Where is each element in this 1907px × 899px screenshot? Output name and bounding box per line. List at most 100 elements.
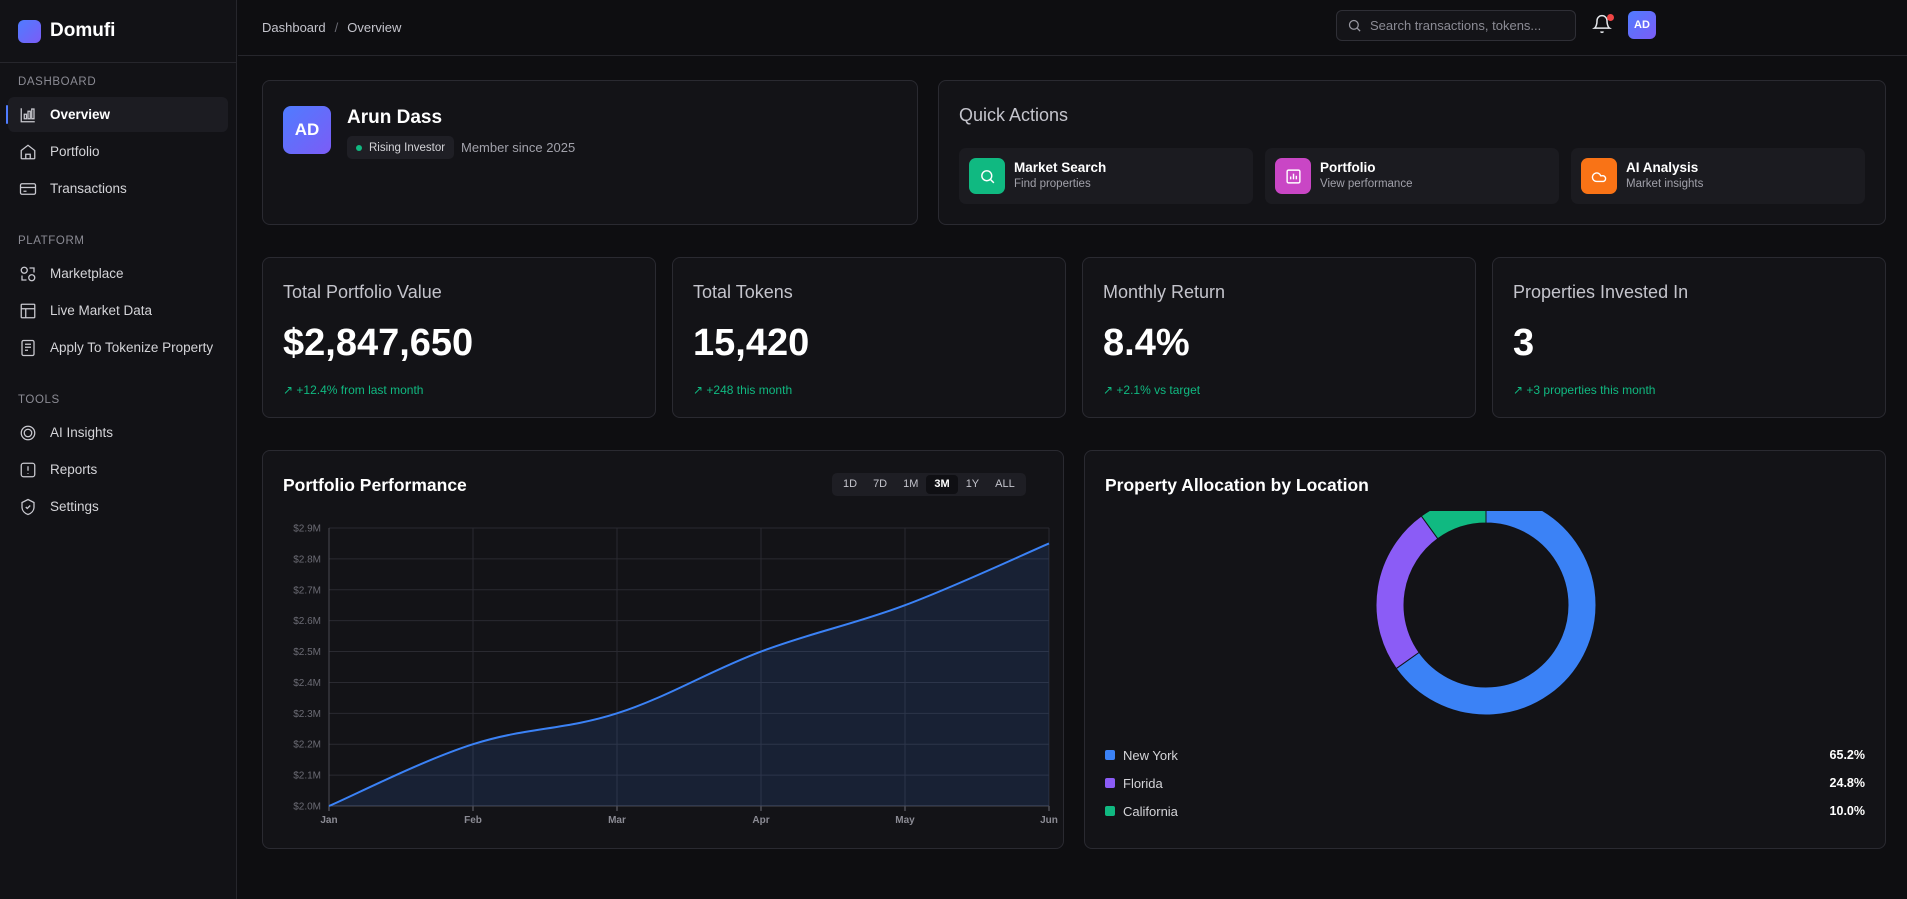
legend-label: California [1123,803,1178,819]
brand-name: Domufi [50,20,116,41]
y-tick-label: $2.3M [293,709,321,720]
y-tick-label: $2.6M [293,616,321,627]
shield-icon [18,497,38,517]
legend-swatch [1105,806,1115,816]
sidebar-item-reports[interactable]: Reports [8,452,228,487]
x-tick-label: Jan [320,815,337,826]
nav-section-heading: DASHBOARD [18,76,97,88]
card-icon [18,179,38,199]
profile-avatar: AD [283,106,331,154]
brand-logo-icon [18,19,41,43]
x-tick-label: Jun [1040,815,1058,826]
brand[interactable]: Domufi [0,0,236,63]
profile-card: AD Arun Dass Rising Investor Member sinc… [262,80,918,225]
x-tick-label: Feb [464,815,482,826]
sidebar-item-ai-insights[interactable]: AI Insights [8,415,228,450]
donut-slice-new-york[interactable] [1395,511,1597,716]
stat-label: Total Tokens [693,282,793,302]
y-tick-label: $2.8M [293,554,321,565]
donut-slice-florida[interactable] [1375,515,1439,670]
ai-analysis-action[interactable]: AI Analysis Market insights [1571,148,1865,204]
market-search-action[interactable]: Market Search Find properties [959,148,1253,204]
sidebar-item-portfolio[interactable]: Portfolio [8,134,228,169]
search-input[interactable] [1370,18,1560,33]
stat-value: 8.4% [1103,322,1190,364]
marketplace-icon [18,264,38,284]
stat-card-total-tokens: Total Tokens 15,420 ↗ +248 this month [672,257,1066,418]
qa-icon-bg [1581,158,1617,194]
legend-label: New York [1123,747,1178,763]
range-button-1y[interactable]: 1Y [965,478,980,490]
alert-icon [18,460,38,480]
stat-value: $2,847,650 [283,322,474,364]
performance-chart: $2.0M $2.1M $2.2M $2.3M $2.4M $2.5M $2.6M $2.7M… [293,524,1058,827]
qa-subtitle: Find properties [1014,178,1091,190]
qa-icon-bg [969,158,1005,194]
sidebar-item-overview[interactable]: Overview [6,97,228,132]
sidebar-item-label: Settings [50,499,99,514]
range-button-1d[interactable]: 1D [843,478,858,490]
performance-title: Portfolio Performance [283,475,467,495]
legend-value: 65.2% [1829,748,1865,762]
nav-section: PLATFORM Marketplace Live Market Data Apply… [0,226,236,365]
breadcrumb-separator: / [334,20,339,35]
qa-icon-bg [1275,158,1311,194]
portfolio-performance-card: $2.0M $2.1M $2.2M $2.3M $2.4M $2.5M $2.6M $2.7M… [262,450,1064,849]
range-button-all[interactable]: ALL [995,478,1015,490]
stat-change: ↗ +12.4% from last month [283,383,424,397]
sidebar-item-label: Marketplace [50,266,124,281]
nav-section: DASHBOARD Overview Portfolio Transactions [0,67,236,206]
y-tick-label: $2.5M [293,647,321,658]
y-tick-label: $2.7M [293,585,321,596]
notifications-button[interactable] [1592,14,1614,36]
search-box[interactable] [1336,10,1576,41]
sidebar-item-marketplace[interactable]: Marketplace [8,256,228,291]
x-tick-label: May [895,815,915,826]
document-icon [18,338,38,358]
breadcrumb-dashboard[interactable]: Dashboard [262,20,326,35]
legend-label: Florida [1123,775,1163,791]
stat-card-portfolio-value: Total Portfolio Value $2,847,650 ↗ +12.4… [262,257,656,418]
sidebar-item-settings[interactable]: Settings [8,489,228,524]
sidebar-item-label: Overview [50,107,111,122]
chart-icon [1285,168,1301,184]
range-button-3m[interactable]: 3M [926,475,958,494]
stat-change: ↗ +3 properties this month [1513,383,1656,397]
legend-item-florida: Florida 24.8% [1105,774,1865,792]
chart-icon [18,105,38,125]
y-tick-label: $2.1M [293,771,321,782]
area-fill [329,543,1049,806]
sidebar-item-label: Live Market Data [50,303,153,318]
sidebar-item-live-market-data[interactable]: Live Market Data [8,293,228,328]
sidebar-nav: DASHBOARD Overview Portfolio Transactions PL… [0,67,236,524]
sidebar-item-label: Apply To Tokenize Property [50,340,214,355]
stat-value: 3 [1513,322,1535,364]
target-icon [18,423,38,443]
bell-icon [1592,14,1612,34]
sidebar-item-transactions[interactable]: Transactions [8,171,228,206]
stat-label: Total Portfolio Value [283,282,442,302]
legend-swatch [1105,750,1115,760]
notification-dot [1607,14,1614,21]
y-tick-label: $2.0M [293,802,321,813]
qa-title: AI Analysis [1626,160,1699,175]
donut-slice-california[interactable] [1420,511,1487,540]
range-button-1m[interactable]: 1M [903,478,919,490]
user-avatar-button[interactable]: AD [1628,11,1656,39]
profile-name: Arun Dass [347,107,443,128]
portfolio-action[interactable]: Portfolio View performance [1265,148,1559,204]
sidebar-item-apply-to-tokenize-property[interactable]: Apply To Tokenize Property [8,330,228,365]
topbar: Dashboard / Overview [238,0,1907,56]
sidebar: Domufi DASHBOARD Overview Portfolio Transac… [0,0,237,899]
nav-section-heading: TOOLS [18,394,60,406]
home-icon [18,142,38,162]
range-button-7d[interactable]: 7D [873,478,888,490]
quick-actions-card: Quick Actions Market Search Find propert… [938,80,1886,225]
time-range-selector: 1D 7D 1M 3M 1Y ALL [832,473,1026,496]
legend-value: 24.8% [1829,776,1865,790]
legend-item-new-york: New York 65.2% [1105,746,1865,764]
stat-label: Monthly Return [1103,282,1226,302]
y-tick-label: $2.2M [293,740,321,751]
qa-subtitle: Market insights [1626,178,1704,190]
stat-change: ↗ +2.1% vs target [1103,383,1201,397]
